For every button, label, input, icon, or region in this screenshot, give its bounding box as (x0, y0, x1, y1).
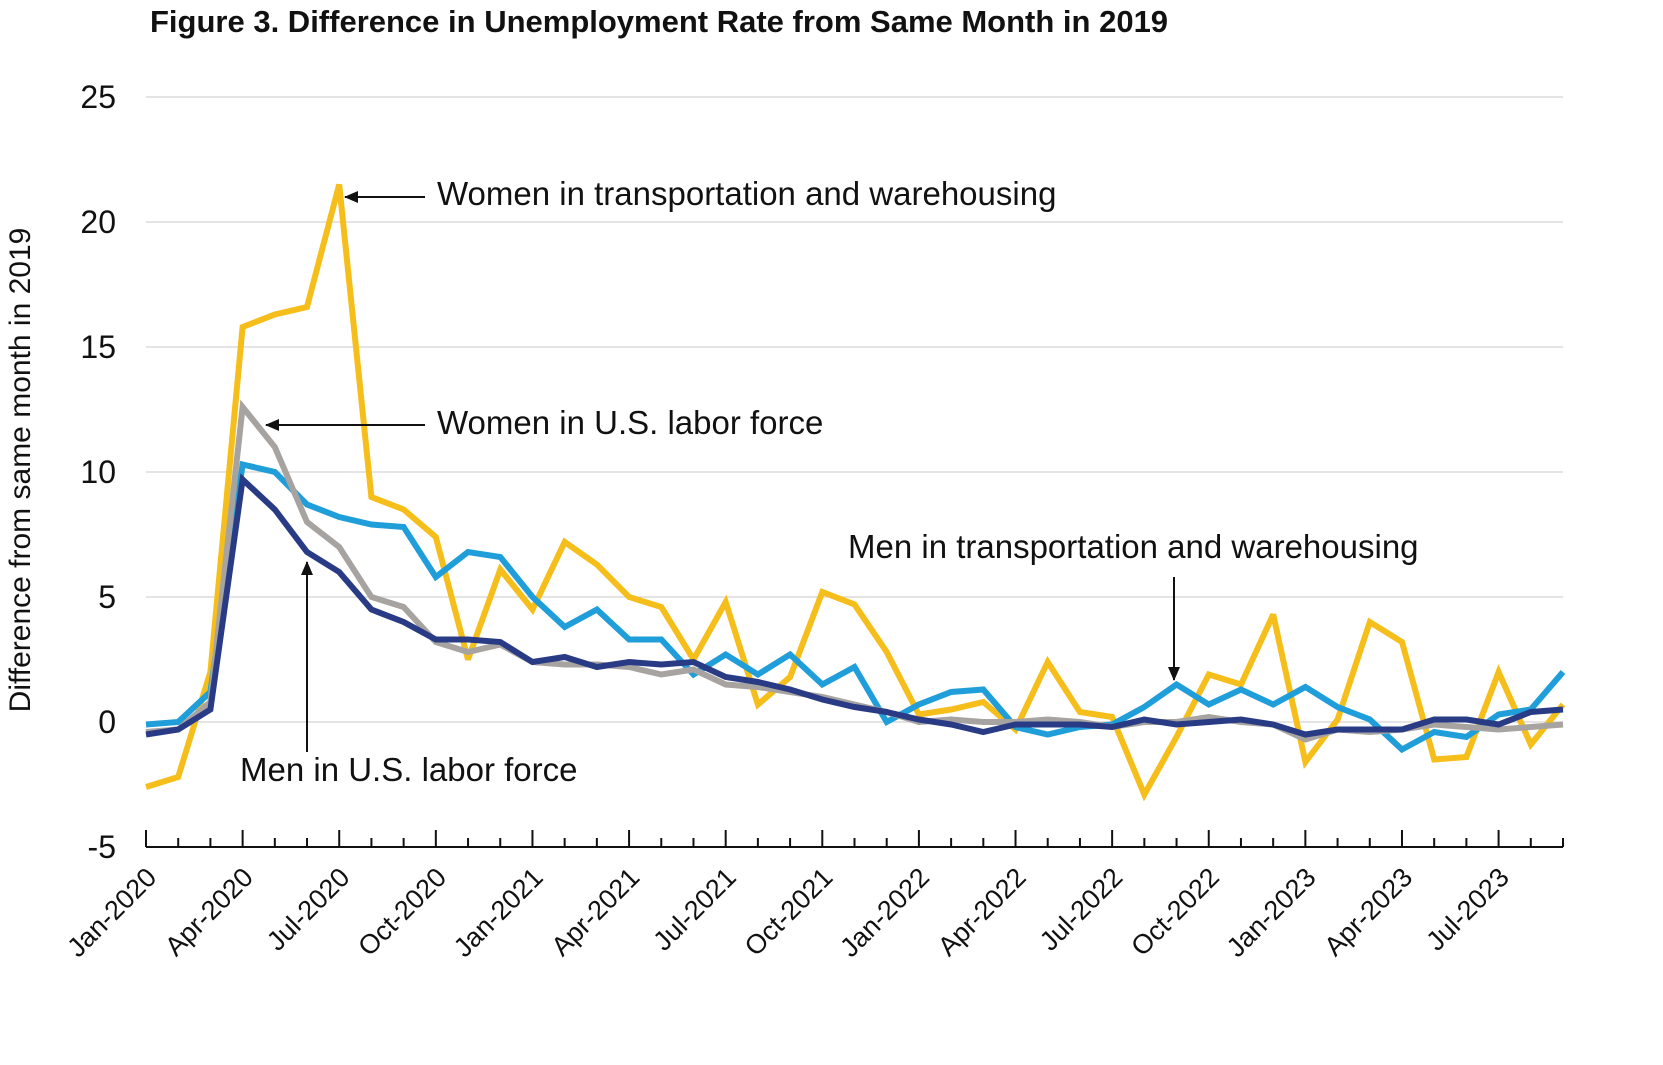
chart-title: Figure 3. Difference in Unemployment Rat… (150, 4, 1169, 39)
x-tick-label: Jan-2021 (448, 862, 549, 963)
x-tick-label: Apr-2023 (1318, 862, 1418, 962)
x-tick-label: Oct-2020 (352, 862, 452, 962)
x-tick-label: Jan-2020 (61, 862, 162, 963)
x-tick-label: Jul-2023 (1420, 862, 1514, 956)
series-line-men-in-transportation-and-warehousing (145, 460, 1566, 754)
annotation-women-transport: Women in transportation and warehousing (437, 175, 1056, 212)
gridlines (146, 96, 1563, 723)
x-tick-label: Jan-2022 (834, 862, 935, 963)
x-tick-label: Oct-2022 (1125, 862, 1225, 962)
annotations: Women in transportation and warehousing … (240, 175, 1419, 788)
x-tick-label: Jul-2022 (1034, 862, 1128, 956)
x-tick-label: Apr-2020 (159, 862, 259, 962)
series-line-men-in-u-s-labor-force (145, 473, 1564, 738)
y-axis-label: Difference from same month in 2019 (4, 228, 37, 713)
x-tick-label: Apr-2021 (546, 862, 646, 962)
x-tick-label: Jul-2021 (647, 862, 741, 956)
annotation-men-transport: Men in transportation and warehousing (848, 528, 1419, 565)
x-tick-label: Jul-2020 (261, 862, 355, 956)
y-tick-label: 15 (80, 329, 116, 365)
x-tick-label: Jan-2023 (1221, 862, 1322, 963)
y-tick-label: 0 (98, 704, 116, 740)
y-tick-label: 25 (80, 79, 116, 115)
x-tick-label: Oct-2021 (739, 862, 839, 962)
series-lines (145, 183, 1566, 802)
annotation-men-us: Men in U.S. labor force (240, 751, 577, 788)
y-tick-label: 5 (98, 579, 116, 615)
y-tick-label: 20 (80, 204, 116, 240)
y-tick-label: 10 (80, 454, 116, 490)
x-tick-label: Apr-2022 (932, 862, 1032, 962)
annotation-women-us: Women in U.S. labor force (437, 404, 823, 441)
y-tick-label: -5 (88, 829, 116, 865)
